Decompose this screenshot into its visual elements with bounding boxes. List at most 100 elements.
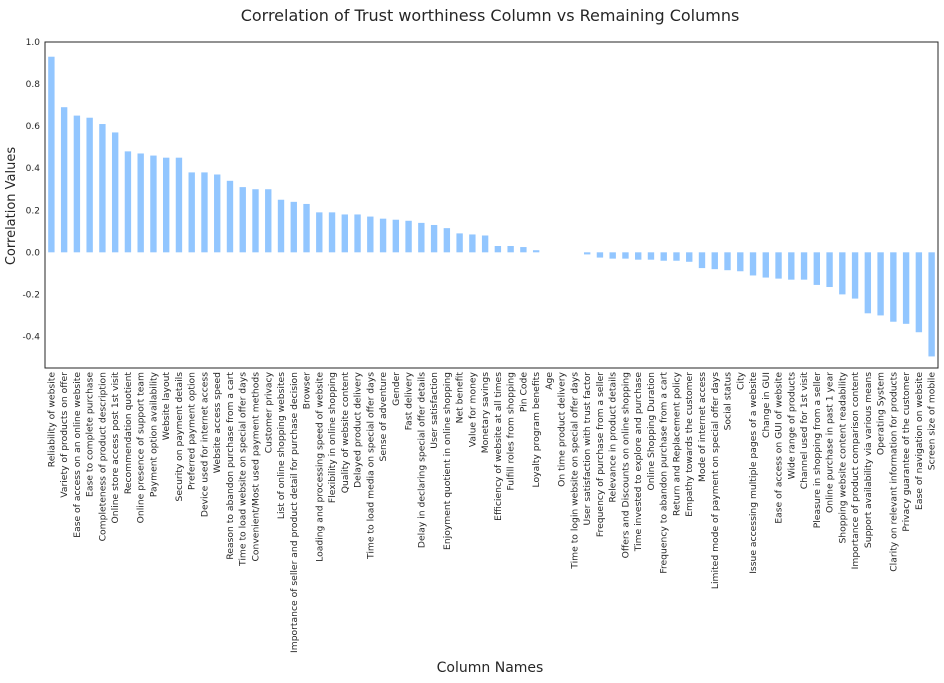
x-tick-label: Enjoyment quotient in online shopping — [442, 372, 453, 550]
bars-layer — [48, 56, 935, 357]
x-tick-label: Online purchase in past 1 year — [825, 372, 836, 513]
x-tick-label: Operating System — [876, 372, 887, 455]
x-tick-label: Sense of adventure — [378, 372, 389, 462]
bar — [163, 157, 170, 253]
x-tick-label: Ease of access on GUI of website — [774, 372, 785, 524]
x-tick-label: Quality of website content — [340, 372, 351, 494]
x-tick-label: Delayed product delivery — [353, 371, 364, 487]
y-tick-label: 0.6 — [26, 122, 41, 132]
x-tick-label: Frequency of purchase from a seller — [595, 372, 606, 537]
x-tick-label: Online presence of support team — [136, 372, 147, 523]
bar — [622, 252, 629, 259]
bar — [711, 252, 718, 270]
bar — [788, 252, 795, 280]
x-tick-label: Efficiency of website at all times — [493, 372, 504, 521]
bar — [124, 151, 132, 253]
x-tick-label: Browser — [302, 372, 313, 409]
chart-title: Correlation of Trust worthiness Column v… — [241, 6, 740, 25]
bar — [532, 250, 540, 253]
x-tick-label: On time product delivery — [557, 371, 568, 486]
x-tick-label: Pin Code — [518, 372, 529, 413]
y-tick-label: 0.0 — [26, 248, 41, 258]
bar — [839, 252, 846, 295]
bar — [826, 252, 833, 288]
x-tick-label: Time to load website on special offer da… — [238, 372, 249, 567]
x-tick-label: Issue accessing multiple pages of a webs… — [748, 372, 759, 574]
x-tick-label: Offers and Discounts on online shopping — [620, 372, 631, 558]
x-tick-label: Completeness of product description — [97, 372, 108, 542]
x-tick-label: Clarity on relevant information for prod… — [888, 372, 899, 572]
bar — [328, 212, 336, 253]
x-tick-label: Support availability via various means — [863, 372, 874, 548]
x-tick-label: Time to load media on special offer days — [365, 372, 376, 560]
bar — [214, 174, 221, 253]
plot-frame — [44, 41, 939, 369]
x-tick-label: Wide range of products — [786, 372, 797, 480]
x-tick-label: User satisfaction with trust factor — [582, 372, 593, 526]
x-tick-label: City — [735, 371, 746, 390]
x-tick-label: Loyalty program benefits — [531, 372, 542, 488]
bar — [201, 172, 208, 253]
x-tick-label: Recommendation quotient — [123, 372, 134, 495]
x-tick-label: Relevance in product details — [608, 372, 619, 503]
bar — [686, 252, 693, 262]
x-tick-label: List of online shopping websites — [276, 372, 287, 519]
bar — [316, 212, 323, 253]
bar — [890, 252, 897, 322]
bar — [290, 201, 297, 253]
x-tick-label: Variety of products on offer — [59, 372, 70, 498]
bar — [775, 252, 782, 279]
bar — [851, 252, 859, 299]
bar — [150, 155, 157, 253]
x-tick-label: Social status — [723, 372, 734, 431]
bar — [609, 252, 616, 259]
x-tick-label: Website access speed — [212, 372, 223, 473]
bar — [137, 153, 144, 253]
x-tick-label: Monetary savings — [480, 372, 491, 453]
bar — [737, 252, 744, 272]
bar — [379, 218, 387, 253]
x-tick-label: Mode of internet access — [697, 372, 708, 482]
x-tick-label: Customer privacy — [263, 371, 274, 453]
x-tick-label: Age — [544, 372, 555, 390]
bar — [60, 107, 68, 253]
bar — [252, 189, 259, 253]
bar — [354, 214, 361, 253]
x-tick-label: Channel used for 1st visit — [799, 372, 810, 490]
x-tick-label: Importance of product comparison content — [850, 372, 861, 570]
x-tick-label: Reason to abandon purchase from a cart — [225, 372, 236, 560]
bar — [111, 132, 119, 253]
bar — [188, 172, 195, 253]
bar — [673, 252, 680, 261]
bar — [902, 252, 910, 324]
bar — [494, 246, 502, 253]
x-tick-label: Online store access post 1st visit — [110, 372, 121, 524]
x-tick-label: Time invested to explore and purchase — [633, 372, 644, 553]
x-tick-label: Importance of seller and product detail … — [289, 372, 300, 653]
bar — [635, 252, 642, 260]
x-tick-label: Privacy guarantee of the customer — [901, 372, 912, 532]
bar — [469, 234, 476, 253]
bar — [481, 235, 489, 253]
x-tick-label: Preferred payment option — [187, 372, 198, 490]
y-tick-label: -0.4 — [22, 332, 40, 342]
bar — [813, 252, 820, 285]
x-tick-label: Ease to complete purchase — [85, 372, 96, 497]
x-tick-label: Pleasure in shopping from a seller — [812, 372, 823, 528]
bar — [520, 247, 527, 253]
bar — [226, 180, 234, 253]
x-tick-label: User satisfaction — [429, 372, 440, 449]
bar — [877, 252, 884, 316]
bar — [265, 189, 272, 253]
x-tick-label: Reliability of website — [46, 372, 57, 468]
bar — [698, 252, 706, 269]
x-tick-label: Fulfill roles from shopping — [506, 372, 517, 490]
x-tick-label: Ease of navigation on website — [914, 372, 925, 510]
bar — [367, 216, 374, 253]
bar — [277, 199, 285, 253]
bar — [99, 124, 106, 253]
bar — [928, 252, 935, 357]
y-ticks-layer: -0.4 -0.2 0.0 0.2 0.4 0.6 0.8 1.0 — [22, 38, 40, 342]
bar — [660, 252, 667, 261]
x-tick-label: Time to login website on special offer d… — [569, 372, 580, 570]
